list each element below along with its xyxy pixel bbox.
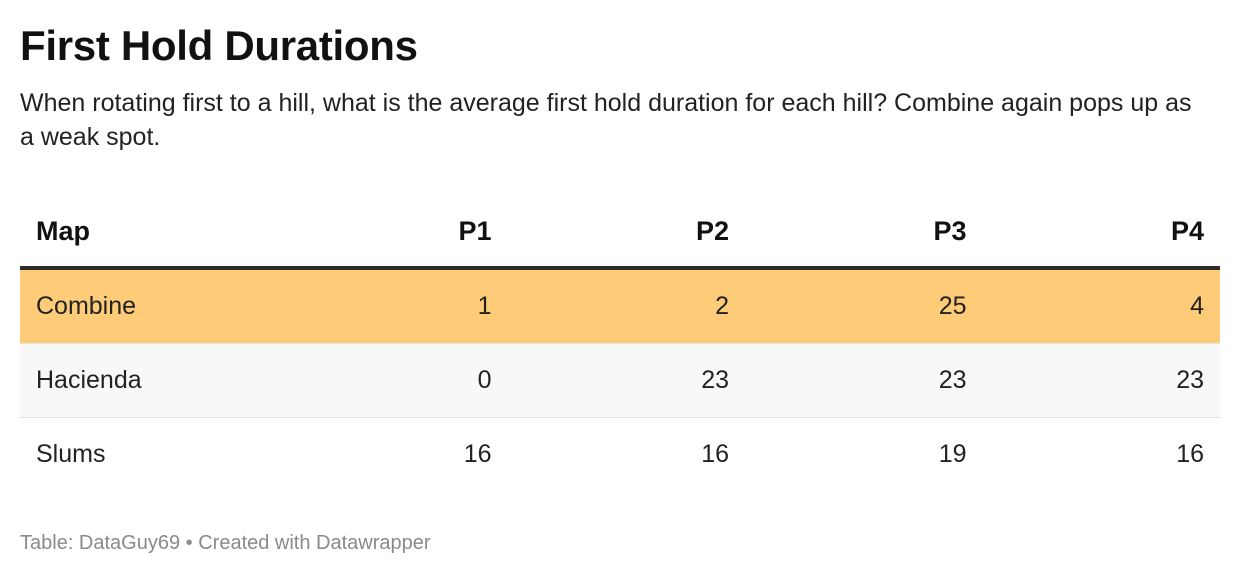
data-table: Map P1 P2 P3 P4 Combine 1 2 25 4 Haciend… bbox=[20, 196, 1220, 491]
value-cell: 0 bbox=[270, 343, 508, 418]
value-cell: 1 bbox=[270, 268, 508, 344]
source-footer: Table: DataGuy69 • Created with Datawrap… bbox=[20, 532, 431, 554]
value-cell: 2 bbox=[507, 268, 745, 344]
column-header-p2: P2 bbox=[507, 196, 745, 270]
value-cell: 25 bbox=[745, 268, 983, 344]
value-cell: 23 bbox=[507, 343, 745, 418]
value-cell: 23 bbox=[982, 343, 1220, 418]
column-header-p3: P3 bbox=[745, 196, 983, 270]
value-cell: 19 bbox=[745, 417, 983, 491]
map-cell: Hacienda bbox=[20, 343, 270, 418]
column-header-map: Map bbox=[20, 196, 270, 270]
table-row: Combine 1 2 25 4 bbox=[20, 268, 1220, 344]
value-cell: 16 bbox=[270, 417, 508, 491]
column-header-p4: P4 bbox=[982, 196, 1220, 270]
chart-title: First Hold Durations bbox=[20, 22, 418, 69]
column-header-p1: P1 bbox=[270, 196, 508, 270]
chart-subtitle: When rotating first to a hill, what is t… bbox=[20, 89, 1192, 151]
table-row: Slums 16 16 19 16 bbox=[20, 417, 1220, 491]
table-chart: First Hold Durations When rotating first… bbox=[20, 0, 1220, 491]
value-cell: 23 bbox=[745, 343, 983, 418]
value-cell: 16 bbox=[507, 417, 745, 491]
value-cell: 16 bbox=[982, 417, 1220, 491]
map-cell: Slums bbox=[20, 417, 270, 491]
map-cell: Combine bbox=[20, 268, 270, 344]
table-row: Hacienda 0 23 23 23 bbox=[20, 343, 1220, 418]
value-cell: 4 bbox=[982, 268, 1220, 344]
table-header-row: Map P1 P2 P3 P4 bbox=[20, 196, 1220, 270]
